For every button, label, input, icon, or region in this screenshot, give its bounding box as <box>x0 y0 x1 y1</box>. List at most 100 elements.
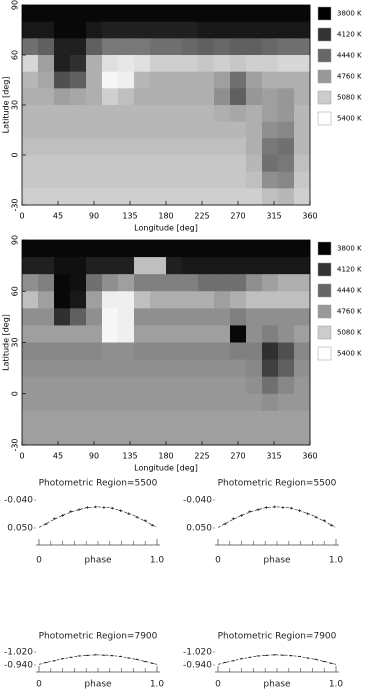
map-cell <box>22 88 39 106</box>
map-cell <box>118 359 135 378</box>
map-cell <box>294 55 311 73</box>
map-cell <box>214 55 231 73</box>
map-cell <box>182 359 199 378</box>
map-cell <box>214 308 231 326</box>
map-cell <box>134 393 151 412</box>
map-cell <box>118 376 135 395</box>
y-tick-label: 0.050 <box>186 524 212 534</box>
map-cell <box>214 155 231 173</box>
map-cell <box>294 171 311 189</box>
map-cell <box>54 410 71 429</box>
map-cell <box>262 274 279 292</box>
map-cell <box>118 121 135 139</box>
map-cell <box>182 5 199 23</box>
map-cell <box>70 291 87 309</box>
map-cell <box>214 325 231 343</box>
map-cell <box>166 38 183 56</box>
map-cell <box>54 376 71 395</box>
y-tick-label: -1.020 <box>4 648 33 658</box>
map-cell <box>22 138 39 156</box>
map-cell <box>38 188 55 206</box>
map-cell <box>134 291 151 309</box>
map-cell <box>86 308 103 326</box>
map-cell <box>230 274 247 292</box>
map-cell <box>182 171 199 189</box>
map-cell <box>118 410 135 429</box>
map-cell <box>294 308 311 326</box>
map-cell <box>294 376 311 395</box>
map-cell <box>166 393 183 412</box>
map-cell <box>166 410 183 429</box>
map-cell <box>38 308 55 326</box>
map-cell <box>70 188 87 206</box>
map-cell <box>22 155 39 173</box>
map-cell <box>182 325 199 343</box>
y-tick-label: 30 <box>11 337 20 347</box>
map-cell <box>38 240 55 258</box>
map-cell <box>294 138 311 156</box>
map-cell <box>166 291 183 309</box>
y-tick-label: 60 <box>11 50 20 60</box>
map-cell <box>70 240 87 258</box>
map-cell <box>166 342 183 360</box>
panel-title: Photometric Region=5500 <box>39 479 158 489</box>
map-cell <box>118 21 135 39</box>
map-cell <box>262 21 279 39</box>
x-tick-label: 1.0 <box>150 680 165 689</box>
map-cell <box>262 105 279 123</box>
map-cell <box>230 88 247 106</box>
map-cell <box>134 88 151 106</box>
map-cell <box>102 427 119 446</box>
map-cell <box>86 342 103 360</box>
map-cell <box>278 105 295 123</box>
map-cell <box>134 240 151 258</box>
map-cell <box>54 308 71 326</box>
map-cell <box>182 376 199 395</box>
x-tick-label: 135 <box>122 212 137 221</box>
map-cell <box>118 240 135 258</box>
map-cell <box>262 325 279 343</box>
legend-label: 4440 K <box>337 287 362 295</box>
map-cell <box>150 325 167 343</box>
map-cell <box>198 38 215 56</box>
map-cell <box>54 121 71 139</box>
map-cell <box>246 274 263 292</box>
map-cell <box>54 71 71 89</box>
map-cell <box>278 188 295 206</box>
map-cell <box>294 427 311 446</box>
map-cell <box>230 55 247 73</box>
map-cell <box>198 410 215 429</box>
model-curve <box>217 654 337 665</box>
map-cell <box>246 38 263 56</box>
map-cell <box>22 410 39 429</box>
map-cell <box>278 410 295 429</box>
map-cell <box>246 427 263 446</box>
map-cell <box>230 410 247 429</box>
map-cell <box>70 427 87 446</box>
map-cell <box>166 257 183 275</box>
map-cell <box>230 188 247 206</box>
map-cell <box>54 240 71 258</box>
map-cell <box>294 257 311 275</box>
map-cell <box>246 410 263 429</box>
map-cell <box>294 21 311 39</box>
x-tick-label: 225 <box>194 212 209 221</box>
map-cell <box>214 105 231 123</box>
map-cell <box>86 55 103 73</box>
map-cell <box>22 240 39 258</box>
map-cell <box>278 138 295 156</box>
x-axis-label: Longitude [deg] <box>134 464 198 473</box>
legend-swatch <box>317 304 332 319</box>
map-cell <box>294 188 311 206</box>
x-tick-label: 270 <box>230 212 245 221</box>
map-cell <box>214 410 231 429</box>
map-cell <box>38 55 55 73</box>
map-cell <box>70 88 87 106</box>
map-cell <box>262 240 279 258</box>
map-cell <box>134 325 151 343</box>
map-cell <box>70 155 87 173</box>
model-curve <box>217 506 337 528</box>
map-cell <box>294 410 311 429</box>
map-cell <box>102 325 119 343</box>
map-cell <box>86 71 103 89</box>
